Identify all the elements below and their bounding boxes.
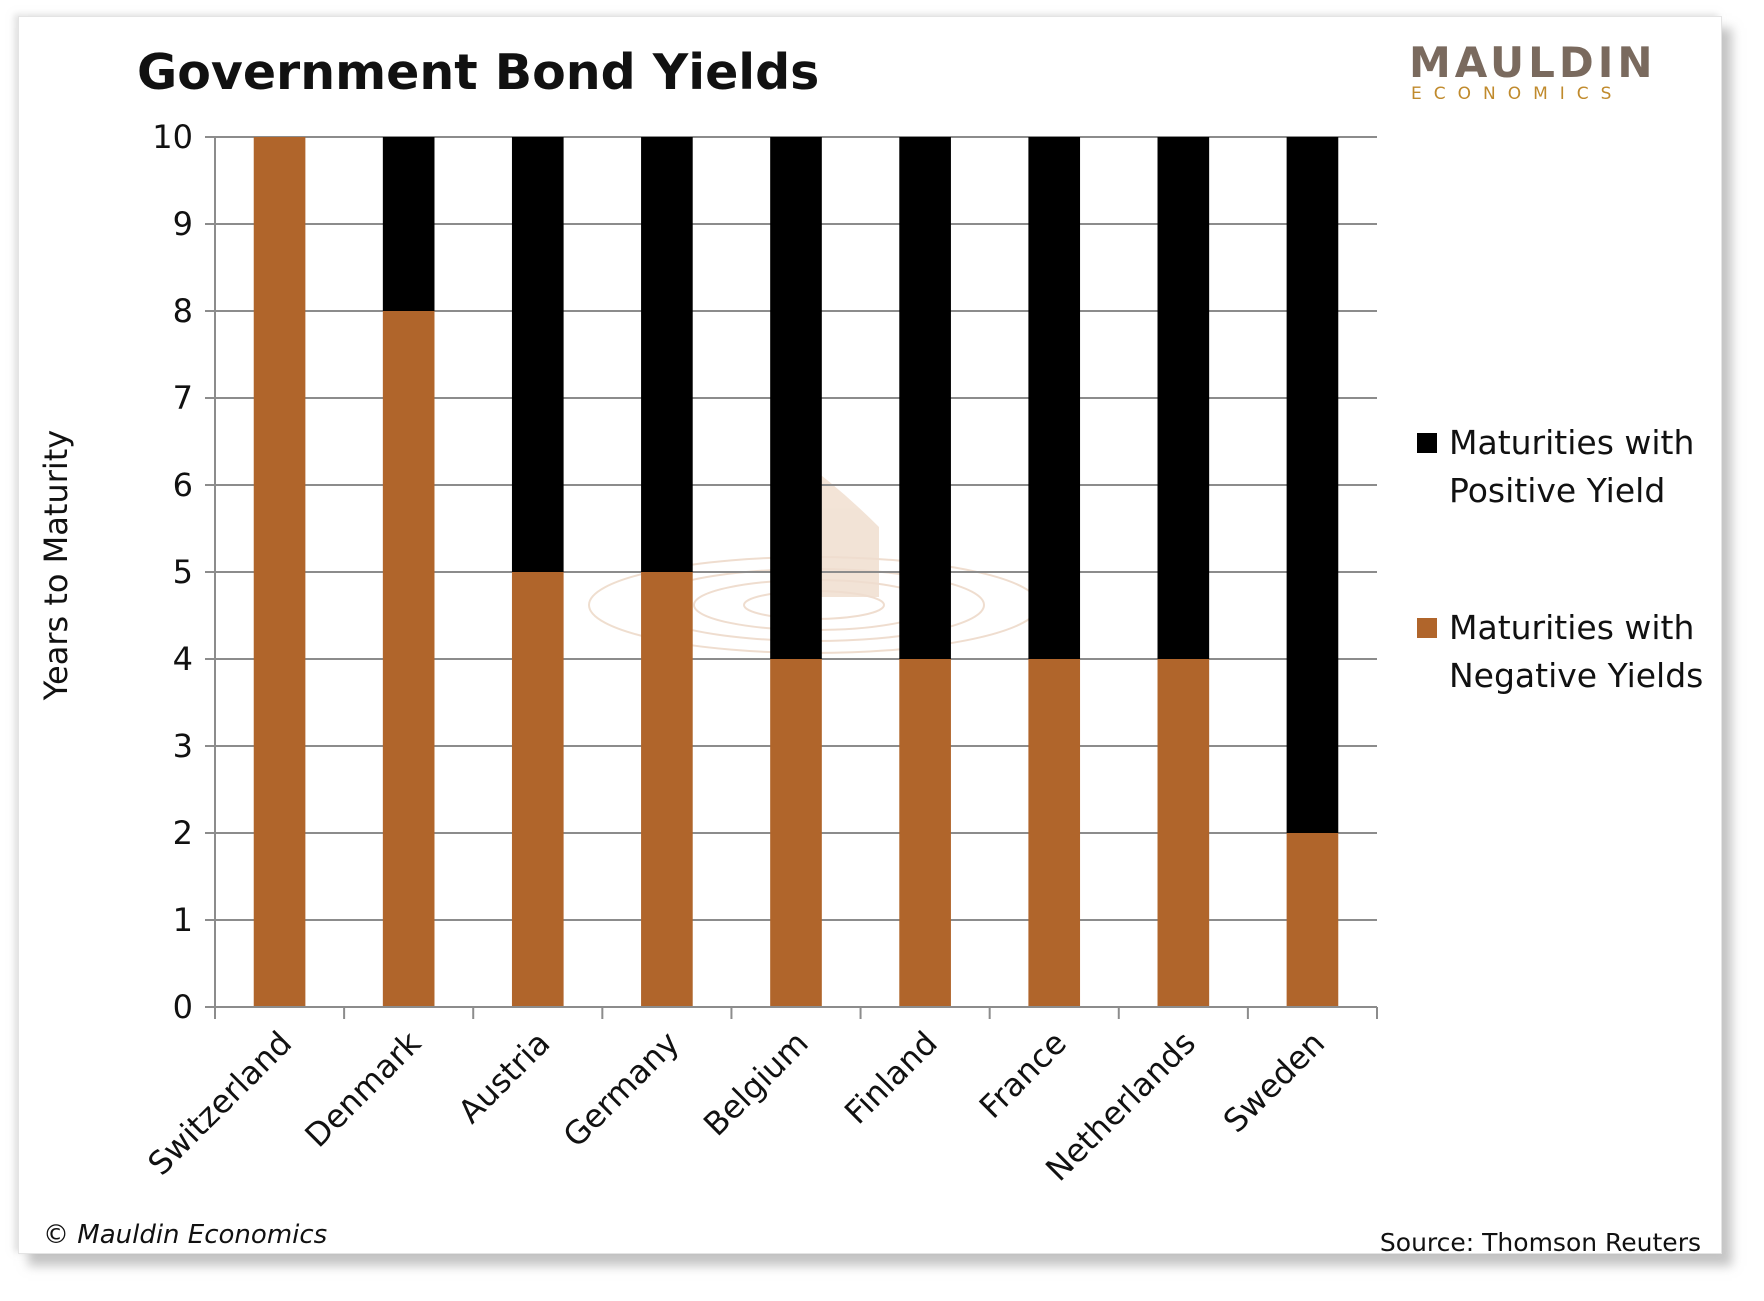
bar-negative-finland — [899, 659, 951, 1007]
bar-positive-germany — [641, 137, 693, 572]
y-tick-label-2: 2 — [173, 814, 193, 852]
bars — [253, 137, 1339, 1007]
source-text: Source: Thomson Reuters — [1380, 1228, 1701, 1253]
legend-label-positive-line2: Positive Yield — [1449, 471, 1665, 510]
bar-positive-belgium — [770, 137, 822, 659]
y-tick-label-4: 4 — [173, 640, 193, 678]
axes — [214, 137, 1378, 1019]
y-tick-label-6: 6 — [173, 466, 193, 504]
x-tick-label-austria: Austria — [451, 1024, 558, 1131]
y-tick-label-8: 8 — [173, 292, 193, 330]
x-tick-label-germany: Germany — [556, 1024, 687, 1155]
logo-text-top: MAULDIN — [1409, 38, 1657, 87]
x-tick-label-finland: Finland — [837, 1024, 945, 1132]
bar-negative-denmark — [382, 311, 435, 1007]
chart-title: Government Bond Yields — [137, 44, 819, 101]
legend-item-positive: Maturities with Positive Yield — [1417, 423, 1694, 510]
bar-negative-belgium — [770, 659, 822, 1007]
bar-negative-germany — [641, 572, 693, 1007]
bar-positive-france — [1028, 137, 1081, 659]
logo-text-bottom: ECONOMICS — [1411, 84, 1623, 104]
y-tick-label-7: 7 — [173, 379, 193, 417]
legend-item-negative: Maturities with Negative Yields — [1417, 608, 1703, 695]
y-tick-label-9: 9 — [173, 205, 193, 243]
bar-positive-finland — [899, 137, 951, 659]
x-tick-label-france: France — [972, 1024, 1074, 1126]
bar-negative-netherlands — [1157, 659, 1210, 1007]
legend-label-negative-line2: Negative Yields — [1449, 656, 1703, 695]
bar-positive-netherlands — [1157, 137, 1210, 659]
y-axis-label: Years to Maturity — [37, 430, 75, 701]
y-tick-labels: 0 1 2 3 4 5 6 7 8 9 10 — [152, 118, 193, 1026]
bar-negative-switzerland — [253, 137, 306, 1007]
y-tick-label-10: 10 — [152, 118, 193, 156]
legend-label-positive-line1: Maturities with — [1449, 423, 1694, 462]
bar-positive-denmark — [382, 137, 435, 311]
legend-label-negative-line1: Maturities with — [1449, 608, 1694, 647]
x-tick-label-switzerland: Switzerland — [140, 1024, 299, 1183]
y-tick-label-1: 1 — [173, 901, 193, 939]
bar-negative-france — [1028, 659, 1081, 1007]
copyright-text: © Mauldin Economics — [43, 1220, 327, 1250]
y-tick-label-0: 0 — [173, 988, 193, 1026]
legend: Maturities with Positive Yield Maturitie… — [1417, 423, 1703, 695]
mauldin-logo: MAULDIN ECONOMICS — [1409, 38, 1657, 104]
bar-positive-austria — [511, 137, 564, 572]
chart-svg: Government Bond Yields MAULDIN ECONOMICS… — [37, 38, 1703, 1253]
y-tick-label-5: 5 — [173, 553, 193, 591]
bar-negative-sweden — [1286, 833, 1339, 1007]
x-tick-label-denmark: Denmark — [297, 1023, 428, 1154]
chart-card: Government Bond Yields MAULDIN ECONOMICS… — [18, 16, 1722, 1254]
x-tick-label-belgium: Belgium — [696, 1024, 816, 1144]
bar-negative-austria — [511, 572, 564, 1007]
y-tick-label-3: 3 — [173, 727, 193, 765]
bar-positive-sweden — [1286, 137, 1339, 833]
legend-swatch-negative — [1417, 618, 1437, 638]
legend-swatch-positive — [1417, 433, 1437, 453]
x-tick-label-sweden: Sweden — [1216, 1024, 1332, 1140]
